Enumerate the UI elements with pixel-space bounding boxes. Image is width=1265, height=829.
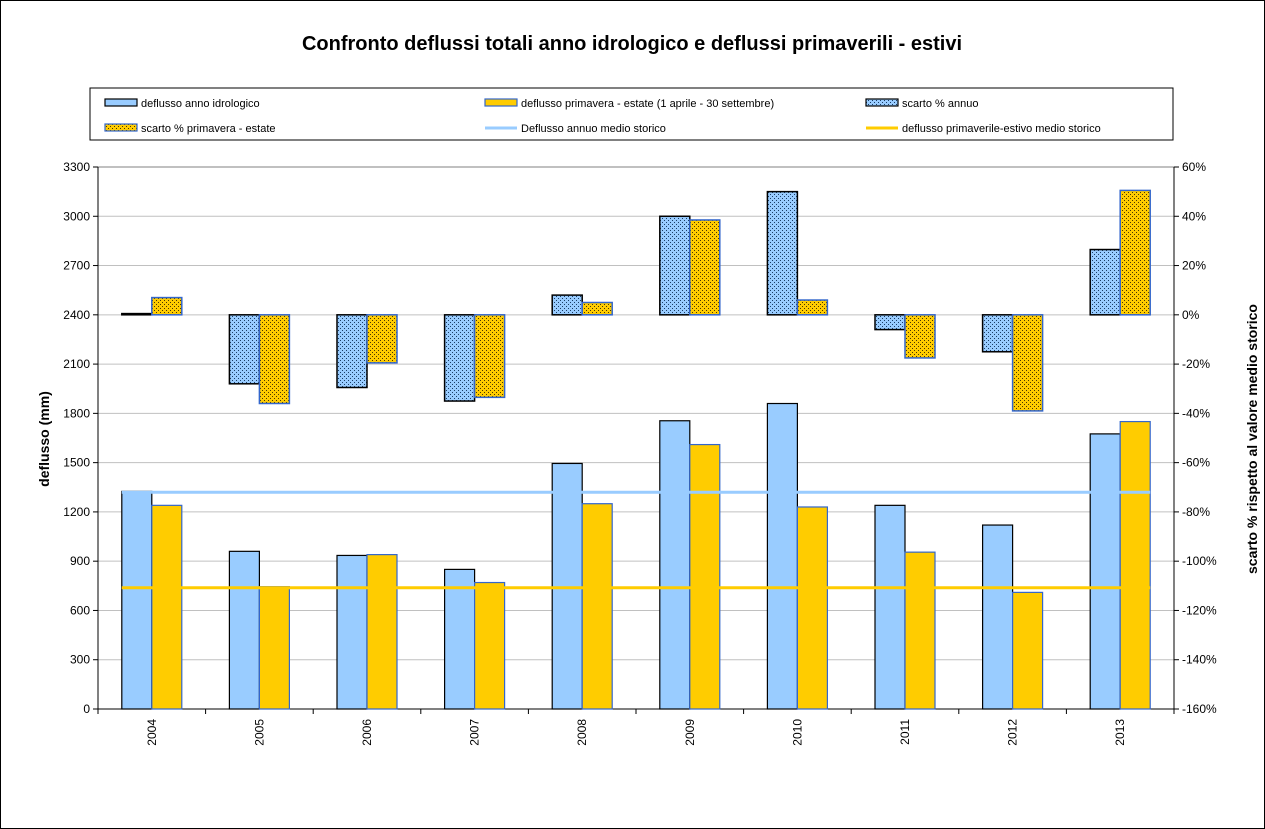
x-tick-label: 2007 [468, 719, 482, 746]
bar-scarto-annuo [981, 314, 1014, 353]
bar-deflusso-primavera-estate [689, 443, 721, 710]
legend-label: scarto % annuo [902, 98, 978, 110]
bar-scarto-annuo [228, 314, 261, 385]
bar-scarto-primavera-estate [1011, 314, 1044, 412]
bar-scarto-primavera-estate [1119, 189, 1151, 316]
bar-scarto-annuo [766, 190, 799, 316]
y-tick-label: 2400 [63, 308, 90, 322]
y-tick-label: 900 [70, 554, 90, 568]
y-tick-label: 2700 [63, 259, 90, 273]
bar-scarto-primavera-estate [581, 301, 613, 316]
y2-axis-label: scarto % rispetto al valore medio storic… [1244, 304, 1260, 574]
y2-tick-label: -100% [1182, 554, 1217, 568]
y-tick-label: 1200 [63, 505, 90, 519]
bar-scarto-primavera-estate [796, 299, 829, 316]
bar-scarto-annuo [1089, 248, 1121, 316]
bar-deflusso-anno [551, 462, 583, 710]
y-tick-label: 600 [70, 603, 90, 617]
bar-deflusso-primavera-estate [1119, 420, 1151, 710]
bar-deflusso-primavera-estate [151, 504, 183, 710]
bar-deflusso-primavera-estate [366, 554, 398, 710]
y-tick-label: 1800 [63, 406, 90, 420]
legend-swatch [484, 98, 518, 107]
bar-scarto-annuo [443, 314, 476, 402]
y2-tick-label: -60% [1182, 456, 1210, 470]
legend-label: deflusso primavera - estate (1 aprile - … [521, 98, 774, 110]
y2-tick-label: 0% [1182, 308, 1200, 322]
bar-scarto-primavera-estate [904, 314, 936, 359]
bar-deflusso-primavera-estate [796, 506, 829, 710]
bar-deflusso-anno [1089, 433, 1121, 710]
legend-swatch [104, 98, 138, 107]
bar-scarto-annuo [551, 294, 583, 316]
bar-scarto-primavera-estate [473, 314, 506, 399]
x-tick-label: 2005 [252, 719, 266, 746]
y2-tick-label: 40% [1182, 209, 1206, 223]
legend-swatch [104, 123, 138, 132]
y2-tick-label: -140% [1182, 653, 1217, 667]
y2-tick-label: -160% [1182, 702, 1217, 716]
y-tick-label: 3000 [63, 209, 90, 223]
x-tick-label: 2011 [898, 719, 912, 745]
x-tick-label: 2013 [1113, 719, 1127, 746]
y-tick-label: 300 [70, 653, 90, 667]
legend-box [89, 87, 1174, 141]
bar-deflusso-anno [444, 568, 476, 710]
x-tick-label: 2004 [145, 719, 159, 746]
x-tick-label: 2010 [790, 719, 804, 746]
bar-scarto-annuo [121, 312, 153, 316]
y2-tick-label: -20% [1182, 357, 1210, 371]
legend-label: scarto % primavera - estate [141, 123, 276, 135]
legend-label: deflusso anno idrologico [141, 98, 260, 110]
y2-tick-label: -80% [1182, 505, 1210, 519]
legend-label: deflusso primaverile-estivo medio storic… [902, 123, 1101, 135]
x-tick-label: 2008 [575, 719, 589, 746]
bar-deflusso-primavera-estate [1011, 591, 1044, 710]
bar-scarto-annuo [874, 314, 906, 331]
y2-tick-label: 60% [1182, 160, 1206, 174]
bar-scarto-annuo [336, 314, 368, 389]
bar-deflusso-anno [121, 490, 153, 710]
bar-deflusso-primavera-estate [581, 503, 613, 710]
bar-deflusso-anno [228, 550, 260, 710]
bar-deflusso-primavera-estate [474, 581, 506, 710]
y-tick-label: 1500 [63, 456, 90, 470]
y-axis-label: deflusso (mm) [36, 391, 52, 487]
y2-tick-label: -120% [1182, 603, 1217, 617]
y-tick-label: 0 [83, 702, 90, 716]
bar-deflusso-anno [336, 554, 368, 710]
plot-area: 0 300 600 900 1200 1500 1800 2100 2400 2700 3000 33… [63, 160, 1217, 746]
bar-scarto-primavera-estate [689, 219, 721, 316]
x-tick-label: 2006 [360, 719, 374, 746]
legend: deflusso anno idrologico deflusso primave… [104, 98, 1101, 135]
y-tick-label: 2100 [63, 357, 90, 371]
bar-scarto-primavera-estate [366, 314, 398, 364]
bar-scarto-primavera-estate [258, 314, 291, 405]
bar-deflusso-anno [659, 420, 691, 710]
bar-deflusso-anno [766, 402, 799, 710]
bar-deflusso-anno [981, 524, 1014, 710]
y2-tick-label: 20% [1182, 259, 1206, 273]
bar-scarto-annuo [659, 215, 691, 316]
legend-swatch [865, 98, 899, 107]
x-tick-label: 2012 [1006, 719, 1020, 746]
bar-deflusso-anno [874, 504, 906, 710]
legend-label: Deflusso annuo medio storico [521, 123, 666, 135]
x-tick-label: 2009 [683, 719, 697, 746]
y-tick-label: 3300 [63, 160, 90, 174]
y2-tick-label: -40% [1182, 406, 1210, 420]
bar-deflusso-primavera-estate [258, 586, 290, 710]
bar-deflusso-primavera-estate [904, 551, 936, 710]
bar-scarto-primavera-estate [151, 296, 183, 316]
chart-title: Confronto deflussi totali anno idrologic… [302, 33, 962, 55]
